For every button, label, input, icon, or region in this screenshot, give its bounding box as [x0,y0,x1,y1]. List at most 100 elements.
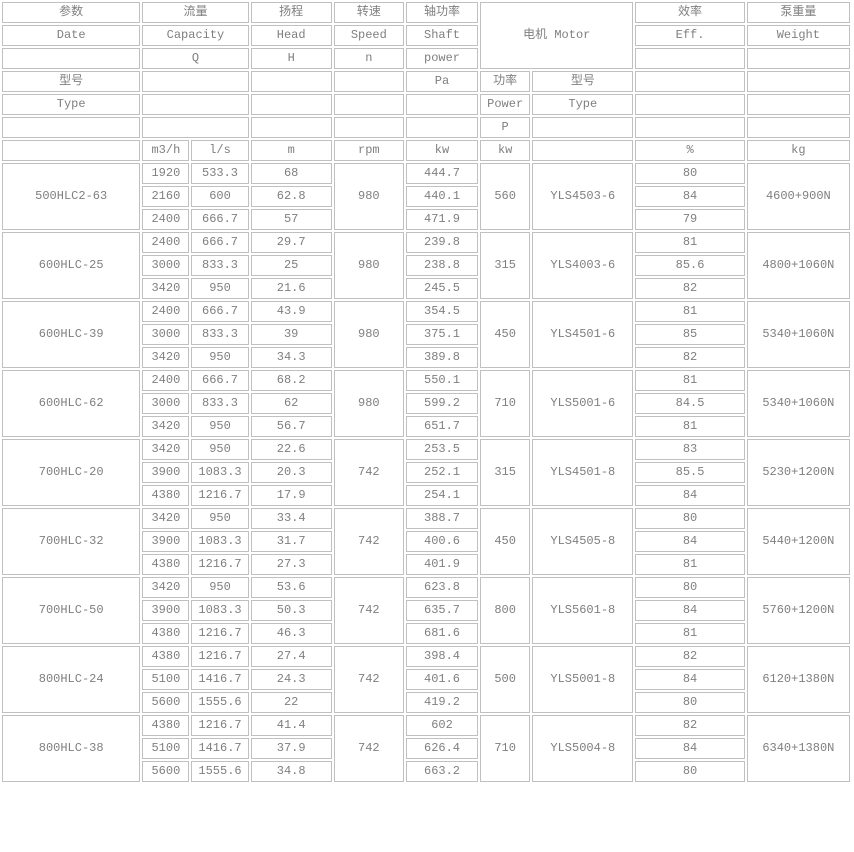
pump-data-row: 700HLC-32 3420 950 33.4 742 388.7 450 YLS4505-8… [2,508,850,575]
table-body: 500HLC2-63 1920 533.3 68 980 444.7 560 YLS4503-… [2,163,850,782]
shaft-power-cell: 635.7 [405,600,479,621]
header-shaft-zh: 轴功率 [405,2,479,23]
head-cell: 57 [250,209,332,230]
head-cell: 27.3 [250,554,332,575]
efficiency-cell: 84 [635,531,745,552]
pump-data-row: 3420 950 56.7 651.7 81 [2,416,850,437]
head-cell: 24.3 [250,669,332,690]
shaft-power-cell: 375.1 [405,324,479,345]
efficiency-cell: 81 [635,554,745,575]
header-unit-ls: l/s [191,140,249,161]
flow-ls-cell: 950 [191,439,249,460]
header-unit-kg: kg [746,140,850,161]
head-cell: 34.3 [250,347,332,368]
pump-data-row: 3000 833.3 62 599.2 84.5 [2,393,850,414]
flow-m3h-cell: 4380 [142,623,190,644]
flow-m3h-cell: 3420 [142,439,190,460]
head-cell: 37.9 [250,738,332,759]
flow-m3h-cell: 5600 [142,692,190,713]
header-motor-type-en: Type [532,94,634,115]
flow-ls-cell: 833.3 [191,324,249,345]
header-motor-type-zh: 型号 [532,71,634,92]
head-cell: 22 [250,692,332,713]
header-eff-en: Eff. [635,25,745,46]
flow-m3h-cell: 3000 [142,324,190,345]
efficiency-cell: 84 [635,186,745,207]
pump-data-row: 3900 1083.3 31.7 400.6 84 [2,531,850,552]
motor-power-cell: 710 [480,715,531,782]
pump-data-row: 3000 833.3 25 238.8 85.6 [2,255,850,276]
header-unit-percent: % [635,140,745,161]
shaft-power-cell: 419.2 [405,692,479,713]
pump-model-cell: 500HLC2-63 [2,163,141,230]
head-cell: 68.2 [250,370,332,391]
header-param-empty [2,140,141,161]
flow-m3h-cell: 3420 [142,347,190,368]
header-row-units: m3/h l/s m rpm kw kw % kg [2,140,850,161]
shaft-power-cell: 550.1 [405,370,479,391]
shaft-power-cell: 440.1 [405,186,479,207]
head-cell: 25 [250,255,332,276]
pump-data-row: 4380 1216.7 27.3 401.9 81 [2,554,850,575]
weight-cell: 4800+1060N [746,232,850,299]
efficiency-cell: 82 [635,715,745,736]
motor-power-cell: 450 [480,301,531,368]
head-cell: 22.6 [250,439,332,460]
flow-ls-cell: 666.7 [191,232,249,253]
shaft-power-cell: 623.8 [405,577,479,598]
header-speed-empty [333,71,404,92]
flow-m3h-cell: 3420 [142,577,190,598]
header-speed-zh: 转速 [333,2,404,23]
header-motor-type-empty [532,140,634,161]
flow-ls-cell: 1216.7 [191,485,249,506]
efficiency-cell: 84 [635,485,745,506]
header-row-model-zh: 型号 Pa 功率 型号 [2,71,850,92]
motor-type-cell: YLS5004-8 [532,715,634,782]
weight-cell: 6340+1380N [746,715,850,782]
motor-type-cell: YLS5001-6 [532,370,634,437]
motor-type-cell: YLS4501-6 [532,301,634,368]
flow-m3h-cell: 4380 [142,715,190,736]
header-unit-m3h: m3/h [142,140,190,161]
flow-ls-cell: 1416.7 [191,669,249,690]
efficiency-cell: 84.5 [635,393,745,414]
speed-cell: 980 [333,163,404,230]
efficiency-cell: 81 [635,232,745,253]
shaft-power-cell: 401.6 [405,669,479,690]
header-unit-shaft-kw: kw [405,140,479,161]
header-head-empty [250,71,332,92]
header-unit-motor-kw: kw [480,140,531,161]
efficiency-cell: 82 [635,278,745,299]
head-cell: 43.9 [250,301,332,322]
motor-type-cell: YLS4503-6 [532,163,634,230]
flow-m3h-cell: 2400 [142,209,190,230]
weight-cell: 5340+1060N [746,301,850,368]
shaft-power-cell: 252.1 [405,462,479,483]
header-speed-en: Speed [333,25,404,46]
header-shaft-pa: Pa [405,71,479,92]
efficiency-cell: 79 [635,209,745,230]
motor-power-cell: 450 [480,508,531,575]
flow-m3h-cell: 1920 [142,163,190,184]
pump-data-row: 600HLC-39 2400 666.7 43.9 980 354.5 450 YLS4501… [2,301,850,368]
shaft-power-cell: 444.7 [405,163,479,184]
head-cell: 31.7 [250,531,332,552]
flow-m3h-cell: 3900 [142,600,190,621]
header-param-empty [2,117,141,138]
pump-data-row: 5600 1555.6 22 419.2 80 [2,692,850,713]
head-cell: 62.8 [250,186,332,207]
pump-data-row: 4380 1216.7 46.3 681.6 81 [2,623,850,644]
header-weight-empty [746,71,850,92]
flow-m3h-cell: 5100 [142,738,190,759]
flow-ls-cell: 950 [191,577,249,598]
pump-model-cell: 700HLC-32 [2,508,141,575]
flow-m3h-cell: 2400 [142,301,190,322]
efficiency-cell: 81 [635,623,745,644]
shaft-power-cell: 401.9 [405,554,479,575]
flow-m3h-cell: 3000 [142,393,190,414]
header-motor-type-empty [532,117,634,138]
pump-model-cell: 800HLC-24 [2,646,141,713]
shaft-power-cell: 602 [405,715,479,736]
head-cell: 21.6 [250,278,332,299]
header-capacity-empty [142,94,249,115]
